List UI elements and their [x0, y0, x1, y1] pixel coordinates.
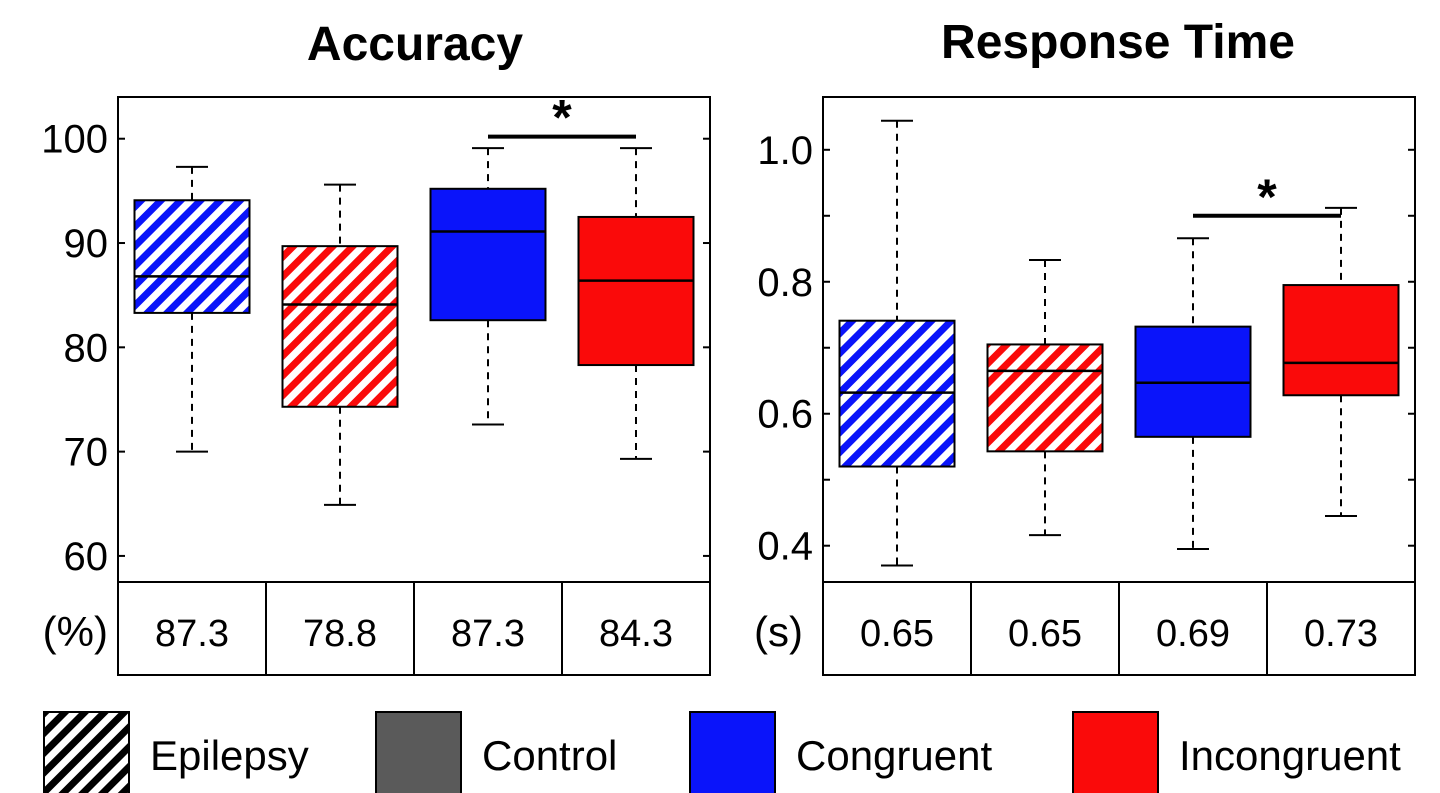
box-epilepsy-congruent — [838, 119, 956, 567]
response-time-panel: Response Time 0.4 0.6 0.8 1.0 * (s) 0.65 0.6… — [754, 16, 1416, 676]
y-tick-label: 0.8 — [757, 261, 813, 305]
box-control-incongruent — [1282, 206, 1400, 518]
y-tick-label: 60 — [64, 535, 109, 579]
box-epilepsy-congruent — [133, 165, 251, 453]
y-tick-label: 70 — [64, 431, 109, 475]
y-tick-label: 100 — [41, 118, 108, 162]
interquartile-box — [429, 187, 547, 322]
accuracy-panel: Accuracy 60 70 80 90 100 * (%) 87.3 78.8 87.3… — [41, 18, 711, 676]
table-value: 0.65 — [860, 613, 934, 655]
legend-label: Control — [482, 732, 617, 779]
legend-item-congruent: Congruent — [689, 711, 992, 793]
response-time-plot-area: 0.4 0.6 0.8 1.0 * — [757, 96, 1416, 583]
unit-label: (%) — [43, 608, 108, 655]
legend-swatch-epilepsy — [43, 711, 130, 793]
significance-marker: * — [552, 90, 572, 146]
interquartile-box — [986, 343, 1104, 453]
y-tick-label: 1.0 — [757, 129, 813, 173]
legend: Epilepsy Control Congruent Incongruent — [43, 711, 1401, 793]
legend-label: Epilepsy — [150, 732, 309, 779]
y-tick-label: 80 — [64, 326, 109, 370]
table-value: 0.65 — [1008, 613, 1082, 655]
table-value: 0.69 — [1156, 613, 1230, 655]
box-epilepsy-incongruent — [986, 258, 1104, 537]
y-tick-label: 0.6 — [757, 393, 813, 437]
legend-label: Incongruent — [1179, 732, 1401, 779]
table-value: 84.3 — [599, 613, 673, 655]
legend-item-epilepsy: Epilepsy — [43, 711, 309, 793]
y-tick-label: 0.4 — [757, 525, 813, 569]
box-epilepsy-incongruent — [281, 183, 399, 506]
box-control-congruent — [429, 147, 547, 426]
interquartile-box — [1282, 284, 1400, 397]
interquartile-box — [281, 245, 399, 408]
significance-marker: * — [1257, 169, 1277, 225]
interquartile-box — [133, 199, 251, 314]
unit-label: (s) — [754, 608, 803, 655]
legend-swatch-control — [375, 711, 462, 793]
table-value: 78.8 — [303, 613, 377, 655]
chart-title: Response Time — [941, 16, 1295, 69]
legend-item-incongruent: Incongruent — [1072, 711, 1401, 793]
y-tick-label: 90 — [64, 222, 109, 266]
box-control-incongruent — [577, 147, 695, 460]
interquartile-box — [577, 215, 695, 367]
chart-title: Accuracy — [307, 18, 523, 71]
legend-item-control: Control — [375, 711, 617, 793]
table-value: 0.73 — [1304, 613, 1378, 655]
table-value: 87.3 — [155, 613, 229, 655]
accuracy-plot-area: 60 70 80 90 100 * — [41, 90, 711, 583]
legend-swatch-congruent — [689, 711, 776, 793]
legend-label: Congruent — [796, 732, 992, 779]
box-control-congruent — [1134, 237, 1252, 551]
table-value: 87.3 — [451, 613, 525, 655]
legend-swatch-incongruent — [1072, 711, 1159, 793]
